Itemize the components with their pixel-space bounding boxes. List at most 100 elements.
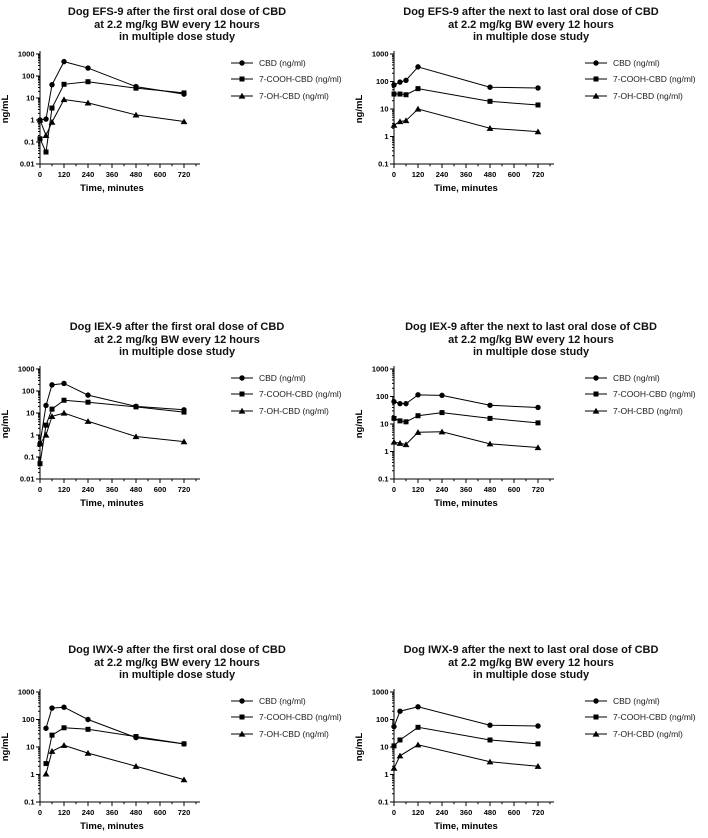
chart-body: 1000 100 10 1 0.1 0 120 240 360 480 600 720 Time, mi… [354, 361, 708, 511]
legend-label: 7-COOH-CBD (ng/ml) [259, 389, 342, 399]
square-series-marker-icon [230, 389, 254, 399]
svg-text:0: 0 [38, 485, 42, 494]
svg-text:0.01: 0.01 [20, 474, 35, 483]
chart-legend: CBD (ng/ml) 7-COOH-CBD (ng/ml) 7-OH-CBD … [584, 58, 696, 108]
chart-panel-iwx9-next-to-last: Dog IWX-9 after the next to last oral do… [354, 630, 708, 838]
chart-title-line2: at 2.2 mg/kg BW every 12 hours [448, 333, 614, 346]
svg-text:600: 600 [154, 808, 167, 817]
svg-text:0.1: 0.1 [378, 797, 388, 806]
svg-text:1: 1 [384, 770, 388, 779]
svg-text:120: 120 [58, 170, 71, 179]
chart-legend: CBD (ng/ml) 7-COOH-CBD (ng/ml) 7-OH-CBD … [584, 373, 696, 423]
legend-item-7oh-cbd: 7-OH-CBD (ng/ml) [584, 729, 696, 739]
svg-text:0.1: 0.1 [24, 797, 34, 806]
svg-text:120: 120 [412, 485, 425, 494]
square-series-marker-icon [230, 74, 254, 84]
svg-text:120: 120 [412, 808, 425, 817]
svg-text:0: 0 [38, 808, 42, 817]
legend-label: 7-OH-CBD (ng/ml) [613, 405, 683, 416]
svg-text:0.1: 0.1 [24, 452, 34, 461]
svg-text:ng/mL: ng/mL [354, 732, 365, 761]
triangle-series-marker-icon [230, 91, 254, 101]
legend-item-7cooh-cbd: 7-COOH-CBD (ng/ml) [584, 74, 696, 84]
svg-text:Time, minutes: Time, minutes [434, 498, 498, 509]
chart-title: Dog IEX-9 after the first oral dose of C… [0, 321, 354, 359]
svg-text:240: 240 [436, 485, 449, 494]
svg-text:480: 480 [484, 808, 497, 817]
chart-title-line1: Dog EFS-9 after the next to last oral do… [403, 6, 659, 18]
svg-text:100: 100 [22, 71, 35, 80]
svg-text:600: 600 [154, 170, 167, 179]
legend-item-cbd: CBD (ng/ml) [230, 58, 342, 68]
chart-plot: 1000 100 10 1 0.1 0 120 240 360 480 600 720 Time, mi… [354, 684, 584, 834]
svg-text:100: 100 [22, 386, 35, 395]
circle-series-marker-icon [230, 58, 254, 68]
square-series-marker-icon [584, 389, 608, 399]
svg-text:480: 480 [130, 485, 143, 494]
chart-plot: 1000 100 10 1 0.1 0.01 0 120 240 360 480 600 720 Time… [0, 361, 230, 511]
circle-series-marker-icon [230, 696, 254, 706]
chart-plot: 1000 100 10 1 0.1 0.01 0 120 240 360 480 600 720 Time… [0, 46, 230, 196]
svg-text:ng/mL: ng/mL [354, 409, 365, 438]
svg-text:0.1: 0.1 [378, 474, 388, 483]
chart-plot: 1000 100 10 1 0.1 0 120 240 360 480 600 720 Time, mi… [354, 46, 584, 196]
triangle-series-marker-icon [584, 729, 608, 739]
legend-label: CBD (ng/ml) [613, 57, 660, 68]
svg-text:10: 10 [26, 93, 34, 102]
chart-panel-iwx9-first: Dog IWX-9 after the first oral dose of C… [0, 630, 354, 838]
chart-title-line2: at 2.2 mg/kg BW every 12 hours [94, 18, 260, 31]
svg-text:480: 480 [484, 485, 497, 494]
svg-text:100: 100 [376, 77, 389, 86]
chart-title-line1: Dog IWX-9 after the first oral dose of C… [68, 644, 286, 656]
chart-panel-iex9-first: Dog IEX-9 after the first oral dose of C… [0, 315, 354, 630]
svg-text:720: 720 [178, 485, 191, 494]
svg-text:1: 1 [384, 447, 388, 456]
legend-item-7cooh-cbd: 7-COOH-CBD (ng/ml) [230, 389, 342, 399]
legend-label: CBD (ng/ml) [259, 372, 306, 383]
chart-title-line3: in multiple dose study [118, 31, 236, 43]
chart-title: Dog EFS-9 after the next to last oral do… [354, 6, 708, 44]
svg-text:360: 360 [460, 170, 473, 179]
svg-text:0: 0 [392, 170, 396, 179]
chart-legend: CBD (ng/ml) 7-COOH-CBD (ng/ml) 7-OH-CBD … [584, 696, 696, 746]
svg-text:ng/mL: ng/mL [0, 409, 11, 438]
chart-title-line3: in multiple dose study [118, 669, 236, 681]
chart-panel-iex9-next-to-last: Dog IEX-9 after the next to last oral do… [354, 315, 708, 630]
legend-label: 7-COOH-CBD (ng/ml) [259, 74, 342, 84]
legend-label: 7-COOH-CBD (ng/ml) [259, 712, 342, 722]
chart-body: 1000 100 10 1 0.1 0 120 240 360 480 600 720 Time, mi… [354, 684, 708, 834]
svg-text:120: 120 [412, 170, 425, 179]
svg-text:480: 480 [130, 170, 143, 179]
legend-label: CBD (ng/ml) [613, 372, 660, 383]
legend-item-cbd: CBD (ng/ml) [584, 373, 696, 383]
legend-label: 7-OH-CBD (ng/ml) [259, 90, 329, 101]
svg-text:720: 720 [532, 808, 545, 817]
square-series-marker-icon [584, 712, 608, 722]
svg-text:240: 240 [436, 170, 449, 179]
svg-text:360: 360 [106, 485, 119, 494]
svg-text:1000: 1000 [372, 49, 389, 58]
svg-text:720: 720 [178, 170, 191, 179]
svg-text:100: 100 [376, 715, 389, 724]
svg-text:1000: 1000 [372, 364, 389, 373]
legend-item-7oh-cbd: 7-OH-CBD (ng/ml) [584, 406, 696, 416]
chart-body: 1000 100 10 1 0.1 0.01 0 120 240 360 480 600 720 Time… [0, 361, 354, 511]
legend-label: 7-OH-CBD (ng/ml) [259, 405, 329, 416]
chart-plot: 1000 100 10 1 0.1 0 120 240 360 480 600 720 Time, mi… [354, 361, 584, 511]
svg-text:240: 240 [82, 808, 95, 817]
svg-text:0: 0 [38, 170, 42, 179]
svg-text:1: 1 [384, 132, 388, 141]
svg-text:ng/mL: ng/mL [354, 94, 365, 123]
svg-text:1000: 1000 [18, 364, 35, 373]
legend-label: 7-COOH-CBD (ng/ml) [613, 74, 696, 84]
circle-series-marker-icon [584, 373, 608, 383]
svg-text:1000: 1000 [18, 687, 35, 696]
svg-text:100: 100 [376, 392, 389, 401]
svg-text:100: 100 [22, 715, 35, 724]
legend-label: 7-COOH-CBD (ng/ml) [613, 712, 696, 722]
circle-series-marker-icon [230, 373, 254, 383]
square-series-marker-icon [230, 712, 254, 722]
chart-title-line1: Dog IWX-9 after the next to last oral do… [403, 644, 659, 656]
svg-text:120: 120 [58, 808, 71, 817]
